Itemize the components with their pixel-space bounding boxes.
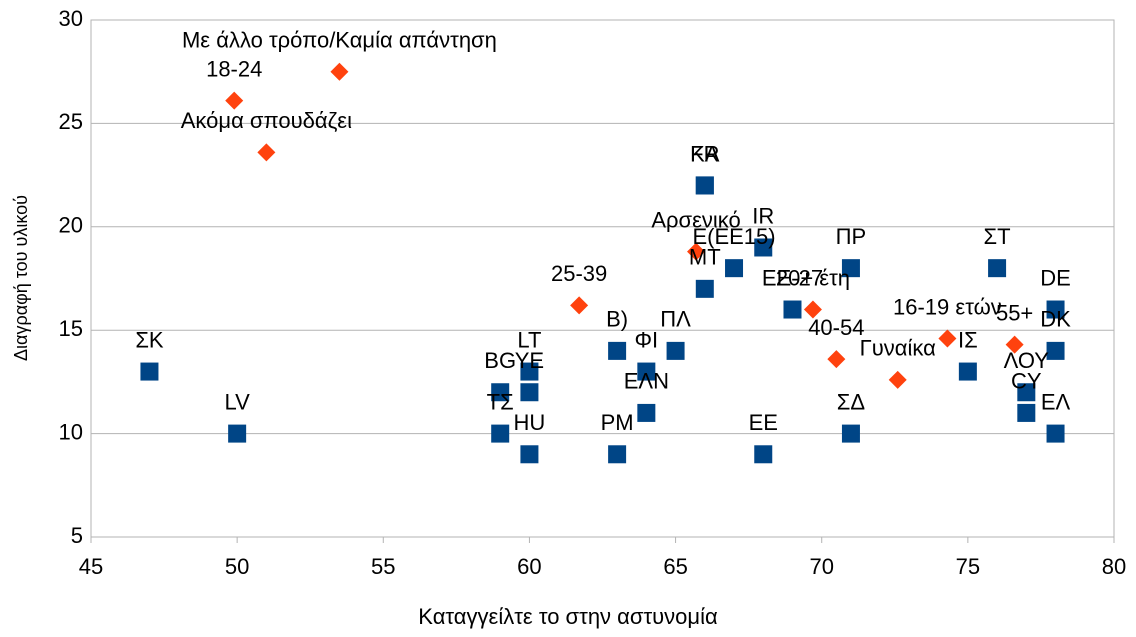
- diamond-marker: [225, 91, 244, 110]
- point-label: ΣΤ: [984, 224, 1011, 249]
- point-label: ΣΔ: [837, 389, 866, 414]
- point-label: ΚΑ: [690, 141, 720, 166]
- square-marker: [841, 259, 860, 278]
- diamond-marker: [1005, 335, 1024, 354]
- point-label: ΕΕ-27: [762, 265, 823, 290]
- point-label: LV: [225, 389, 251, 414]
- point-label: ΠΛ: [660, 307, 691, 332]
- point-label: 18-24: [206, 56, 262, 81]
- point-label: 55+: [996, 300, 1033, 325]
- y-axis-title: Διαγραφή του υλικού: [11, 195, 31, 361]
- square-marker: [491, 424, 510, 443]
- point-label: ΣΚ: [135, 327, 164, 352]
- plot-border: [90, 19, 1115, 538]
- point-label: HU: [514, 410, 546, 435]
- y-tick-label: 10: [59, 419, 83, 444]
- square-marker: [754, 445, 773, 464]
- point-label: ΡΜ: [601, 410, 634, 435]
- y-tick-label: 25: [59, 109, 83, 134]
- square-marker: [695, 176, 714, 195]
- square-marker: [988, 259, 1007, 278]
- point-label: 20+ έτη: [776, 265, 850, 290]
- point-label: EE: [749, 410, 778, 435]
- square-marker: [608, 445, 627, 464]
- y-tick-label: 30: [59, 6, 83, 31]
- square-marker: [491, 383, 510, 402]
- x-tick-label: 45: [79, 554, 103, 579]
- square-marker: [1017, 383, 1036, 402]
- y-tick-label: 15: [59, 316, 83, 341]
- diamond-marker: [803, 300, 822, 319]
- square-marker: [637, 362, 656, 381]
- x-axis-title: Καταγγείλτε το στην αστυνομία: [418, 604, 718, 629]
- square-marker: [1046, 341, 1065, 360]
- point-label: LT: [517, 327, 541, 352]
- point-label: 25-39: [551, 261, 607, 286]
- square-marker: [1046, 424, 1065, 443]
- point-label: DE: [1040, 265, 1071, 290]
- square-marker: [958, 362, 977, 381]
- y-tick-label: 5: [71, 523, 83, 548]
- point-label: ΠΡ: [836, 224, 867, 249]
- point-label: FR: [690, 141, 719, 166]
- square-marker: [666, 341, 685, 360]
- square-marker: [725, 259, 744, 278]
- point-label: 40-54: [808, 315, 864, 340]
- diamond-marker: [938, 329, 957, 348]
- square-marker: [841, 424, 860, 443]
- x-tick-label: 75: [956, 554, 980, 579]
- square-marker: [783, 300, 802, 319]
- square-marker: [520, 383, 539, 402]
- square-marker: [637, 403, 656, 422]
- point-label: ΛΟΥ: [1004, 348, 1050, 373]
- diamond-marker: [687, 242, 706, 261]
- point-label: Με άλλο τρόπο/Καμία απάντηση: [182, 28, 497, 53]
- square-marker: [228, 424, 247, 443]
- square-marker: [520, 445, 539, 464]
- x-tick-label: 80: [1102, 554, 1126, 579]
- point-label: ΕΛ: [1041, 389, 1071, 414]
- point-label: ΜΤ: [689, 245, 721, 270]
- point-label: Γυναίκα: [860, 336, 936, 361]
- point-label: ΙΣ: [958, 327, 978, 352]
- x-tick-label: 70: [809, 554, 833, 579]
- x-tick-label: 50: [225, 554, 249, 579]
- point-label: ΤΣ: [487, 389, 514, 414]
- x-tick-label: 60: [517, 554, 541, 579]
- point-label: DK: [1040, 307, 1071, 332]
- point-label: Ακόμα σπουδάζει: [181, 108, 352, 133]
- square-marker: [695, 279, 714, 298]
- square-marker: [140, 362, 159, 381]
- square-marker: [1046, 300, 1065, 319]
- diamond-marker: [888, 370, 907, 389]
- square-marker: [754, 238, 773, 257]
- point-label: ΕΛΝ: [624, 369, 669, 394]
- diamond-marker: [570, 296, 589, 315]
- y-tick-label: 20: [59, 213, 83, 238]
- point-label: Β): [606, 307, 628, 332]
- square-marker: [1017, 403, 1036, 422]
- point-label: BG: [484, 348, 516, 373]
- point-label: ΦΙ: [635, 327, 659, 352]
- point-label: 16-19 ετών: [893, 294, 1002, 319]
- diamond-marker: [827, 350, 846, 369]
- point-label: CY: [1011, 369, 1042, 394]
- point-label: IR: [752, 203, 774, 228]
- square-marker: [520, 362, 539, 381]
- square-marker: [608, 341, 627, 360]
- point-label: Ε(ΕΕ15): [692, 224, 775, 249]
- point-label: YE: [515, 348, 544, 373]
- diamond-marker: [257, 143, 276, 162]
- x-tick-label: 55: [371, 554, 395, 579]
- diamond-marker: [330, 62, 349, 81]
- point-label: Αρσενικό: [651, 207, 740, 232]
- x-tick-label: 65: [663, 554, 687, 579]
